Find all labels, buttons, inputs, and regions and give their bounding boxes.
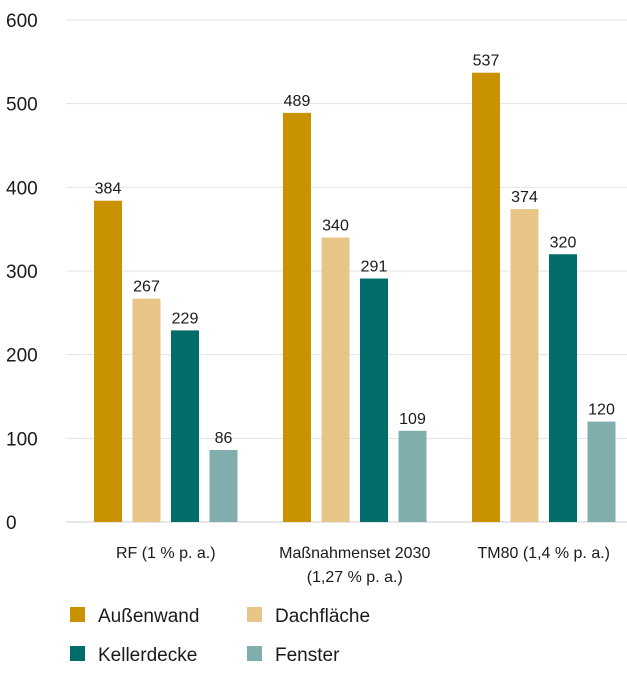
y-tick-label: 400 bbox=[6, 178, 38, 199]
bar-value-label: 267 bbox=[133, 279, 160, 296]
y-tick-label: 500 bbox=[6, 95, 38, 116]
bar-value-label: 86 bbox=[215, 430, 233, 447]
bar-value-label: 489 bbox=[284, 93, 311, 110]
legend-swatch bbox=[247, 607, 262, 622]
bar-value-label: 320 bbox=[550, 234, 577, 251]
legend-label: Dachfläche bbox=[275, 606, 370, 627]
y-tick-label: 300 bbox=[6, 262, 38, 283]
bar-value-label: 340 bbox=[322, 218, 349, 235]
y-tick-label: 200 bbox=[6, 346, 38, 367]
legend-swatch bbox=[70, 646, 85, 661]
y-tick-label: 600 bbox=[6, 11, 38, 32]
legend-label: Außenwand bbox=[98, 606, 199, 627]
category-label: (1,27 % p. a.) bbox=[307, 569, 403, 586]
bar bbox=[94, 200, 122, 522]
bar-value-label: 537 bbox=[473, 53, 500, 70]
category-label: TM80 (1,4 % p. a.) bbox=[478, 545, 611, 562]
y-tick-label: 0 bbox=[6, 513, 17, 534]
bar bbox=[321, 237, 350, 523]
legend-swatch bbox=[70, 607, 85, 622]
category-label: Maßnahmenset 2030 bbox=[279, 545, 430, 562]
legend-label: Fenster bbox=[275, 645, 340, 666]
bar bbox=[472, 72, 500, 523]
bar bbox=[510, 209, 539, 522]
legend-swatch bbox=[247, 646, 262, 661]
bar bbox=[360, 278, 388, 522]
bar bbox=[398, 430, 427, 522]
bar-value-label: 384 bbox=[95, 181, 122, 198]
bar bbox=[587, 421, 616, 522]
bar bbox=[171, 330, 199, 522]
bar-value-label: 120 bbox=[588, 402, 615, 419]
category-label: RF (1 % p. a.) bbox=[116, 545, 216, 562]
legend-label: Kellerdecke bbox=[98, 645, 197, 666]
bar-value-label: 109 bbox=[399, 411, 426, 428]
y-tick-label: 100 bbox=[6, 429, 38, 450]
bar bbox=[283, 112, 311, 523]
bar bbox=[132, 298, 161, 522]
bar bbox=[549, 254, 577, 522]
bar-value-label: 229 bbox=[172, 310, 199, 327]
bar bbox=[209, 450, 238, 522]
bar-value-label: 291 bbox=[361, 259, 388, 276]
bar-value-label: 374 bbox=[511, 189, 538, 206]
